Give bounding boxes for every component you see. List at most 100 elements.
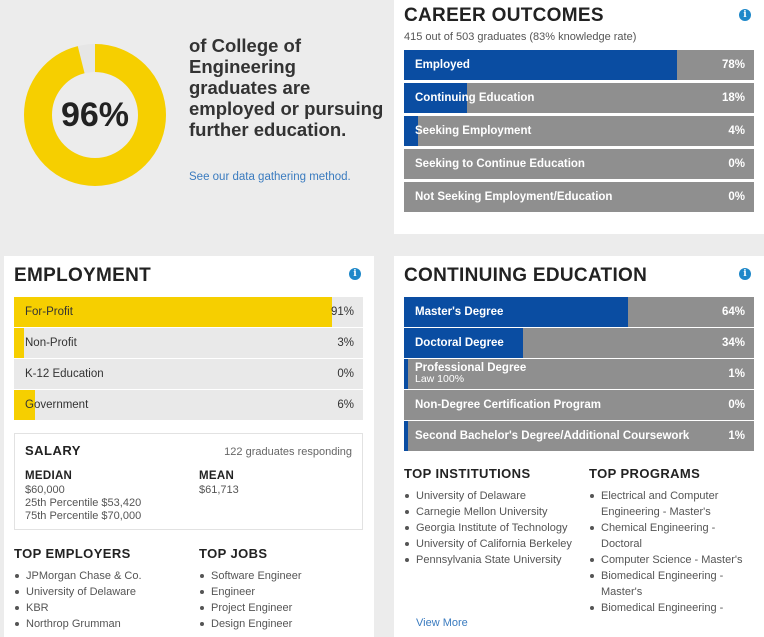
summary-text: of College of Engineering graduates are … — [189, 35, 384, 140]
bar-label-text: Non-Profit — [25, 337, 77, 349]
continuing-bar-row: Doctoral Degree 34% — [404, 328, 754, 358]
list-item: Biomedical Engineering - Master's — [589, 568, 754, 600]
bar-fill — [404, 116, 418, 146]
top-institutions-title: TOP INSTITUTIONS — [404, 466, 531, 481]
employment-title: EMPLOYMENT — [14, 265, 152, 286]
career-outcomes-title: CAREER OUTCOMES — [404, 5, 604, 26]
summary-percent: 96% — [60, 95, 130, 134]
bar-label: Government — [25, 390, 88, 420]
view-more-link[interactable]: View More — [416, 617, 468, 629]
salary-responding: 122 graduates responding — [224, 446, 352, 458]
bar-value-label: 4% — [728, 125, 745, 137]
career-bar-row: Seeking Employment 4% — [404, 116, 754, 146]
bar-track — [404, 149, 754, 179]
bar-label: Non-Profit — [25, 328, 77, 358]
bar-label-text: Continuing Education — [415, 92, 535, 104]
continuing-bar-row: Non-Degree Certification Program 0% — [404, 390, 754, 420]
salary-title: SALARY — [25, 443, 81, 458]
bar-value-label: 0% — [728, 399, 745, 411]
top-employers-title: TOP EMPLOYERS — [14, 546, 131, 561]
bar-value-label: 0% — [728, 191, 745, 203]
bar-value-label: 1% — [728, 430, 745, 442]
list-item: Project Engineer — [199, 600, 369, 616]
bar-fill — [404, 297, 628, 327]
bar-label-text: K-12 Education — [25, 368, 104, 380]
bar-value-label: 34% — [721, 337, 745, 349]
donut-ring — [24, 44, 166, 186]
salary-mean-label: MEAN — [199, 470, 235, 482]
summary-panel: 96% of College of Engineering graduates … — [0, 0, 392, 234]
list-item: Northrop Grumman — [14, 616, 189, 632]
bar-value-label: 64% — [721, 306, 745, 318]
bar-track — [404, 390, 754, 420]
bar-value-label: 0% — [337, 368, 354, 380]
continuing-education-card: CONTINUING EDUCATION i Master's Degree 64… — [394, 256, 764, 637]
info-icon[interactable]: i — [349, 268, 361, 280]
bar-track — [14, 359, 363, 389]
continuing-bar-row: Master's Degree 64% — [404, 297, 754, 327]
bar-track — [14, 328, 363, 358]
bar-value-label: 78% — [721, 59, 745, 71]
career-bar-row: Seeking to Continue Education 0% — [404, 149, 754, 179]
list-item: University of Delaware — [404, 488, 574, 504]
bar-label: Employed — [415, 50, 470, 80]
bar-sub-label: Law 100% — [415, 373, 465, 385]
bar-track — [404, 116, 754, 146]
bar-label: Professional Degree Law 100% — [415, 359, 526, 389]
list-item: KBR — [14, 600, 189, 616]
bar-fill — [14, 297, 332, 327]
bar-label: Seeking to Continue Education — [415, 149, 585, 179]
salary-mean-value: $61,713 — [199, 484, 239, 496]
bar-label-text: Doctoral Degree — [415, 337, 504, 349]
info-icon[interactable]: i — [739, 9, 751, 21]
bar-label-text: Seeking Employment — [415, 125, 532, 137]
bar-value-label: 6% — [337, 399, 354, 411]
bar-label-text: Not Seeking Employment/Education — [415, 191, 613, 203]
bar-value-label: 3% — [337, 337, 354, 349]
bar-label: Non-Degree Certification Program — [415, 390, 601, 420]
bar-label-text: Master's Degree — [415, 306, 504, 318]
bar-label: Seeking Employment — [415, 116, 531, 146]
bar-label-text: Employed — [415, 59, 470, 71]
bar-fill — [14, 390, 35, 420]
bar-label: Doctoral Degree — [415, 328, 504, 358]
top-jobs-list: Software Engineer Engineer Project Engin… — [199, 568, 369, 632]
info-icon[interactable]: i — [739, 268, 751, 280]
list-item: Software Engineer — [199, 568, 369, 584]
bar-label: For-Profit — [25, 297, 73, 327]
salary-box: SALARY 122 graduates responding MEDIAN $… — [14, 433, 363, 530]
summary-donut-chart: 96% — [24, 44, 166, 186]
list-item: Electrical and Computer Engineering - Ma… — [589, 488, 754, 520]
continuing-bar-row: Professional Degree Law 100% 1% — [404, 359, 754, 389]
bar-track — [404, 359, 754, 389]
career-subtitle: 415 out of 503 graduates (83% knowledge … — [404, 31, 637, 43]
employment-card: EMPLOYMENT i For-Profit 91% Non-Profit 3% K-… — [4, 256, 374, 637]
continuing-bar-row: Second Bachelor's Degree/Additional Cour… — [404, 421, 754, 451]
bar-label-text: Professional Degree — [415, 362, 527, 374]
bar-label: Not Seeking Employment/Education — [415, 182, 612, 212]
salary-median-value: $60,000 — [25, 484, 65, 496]
list-item: Georgia Institute of Technology — [404, 520, 574, 536]
bar-fill — [404, 359, 408, 389]
list-item: Pennsylvania State University — [404, 552, 574, 568]
bar-label: Second Bachelor's Degree/Additional Cour… — [415, 421, 689, 451]
bar-label: Master's Degree — [415, 297, 503, 327]
data-method-link[interactable]: See our data gathering method. — [189, 171, 351, 183]
list-item: Carnegie Mellon University — [404, 504, 574, 520]
employment-bar-row: K-12 Education 0% — [14, 359, 363, 389]
bar-value-label: 1% — [728, 368, 745, 380]
bar-label-text: For-Profit — [25, 306, 73, 318]
bar-track — [14, 390, 363, 420]
continuing-education-title: CONTINUING EDUCATION — [404, 265, 648, 286]
bar-value-label: 91% — [330, 306, 354, 318]
employment-bar-row: Government 6% — [14, 390, 363, 420]
employment-bar-row: Non-Profit 3% — [14, 328, 363, 358]
bar-label-text: Non-Degree Certification Program — [415, 399, 601, 411]
bar-fill — [14, 328, 25, 358]
career-bar-row: Employed 78% — [404, 50, 754, 80]
salary-median-label: MEDIAN — [25, 470, 73, 482]
salary-p75: 75th Percentile $70,000 — [25, 510, 142, 522]
bar-fill — [404, 50, 677, 80]
list-item: Computer Science - Master's — [589, 552, 754, 568]
list-item: Biomedical Engineering - — [589, 600, 754, 616]
